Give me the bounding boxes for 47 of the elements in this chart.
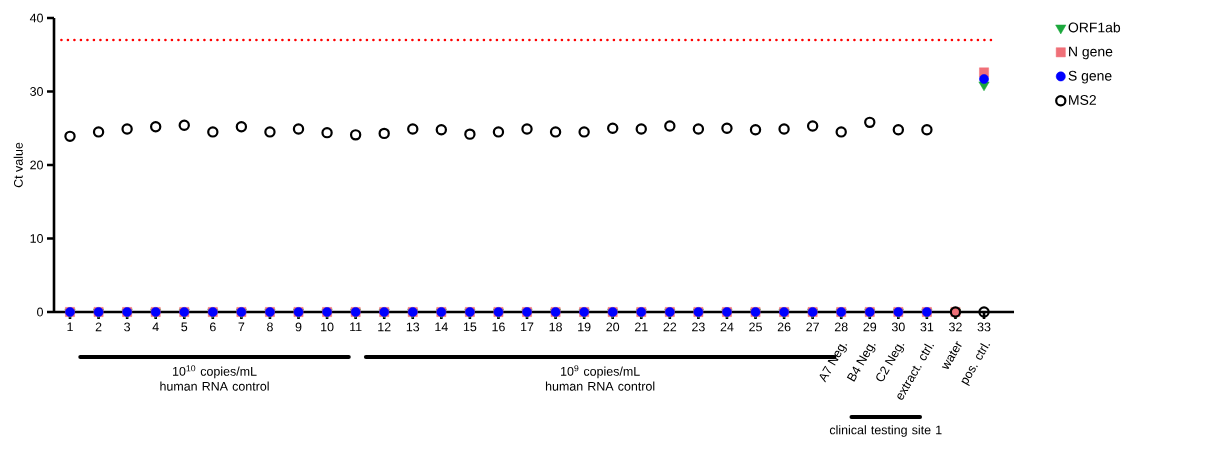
x-tick-label: 26 <box>777 322 791 332</box>
x-tick-label: 4 <box>152 322 159 332</box>
x-tick-label: 29 <box>863 322 877 332</box>
x-tick-label: 14 <box>435 322 448 332</box>
text: pos. ctrl. <box>961 342 991 387</box>
x-tick-label: 30 <box>891 322 905 332</box>
legend-label: S gene <box>1068 70 1112 84</box>
legend-label: N gene <box>1069 46 1113 60</box>
x-tick-label: 7 <box>238 322 245 332</box>
x-tick-label: 22 <box>663 322 677 332</box>
x-tick-label: 25 <box>749 322 762 332</box>
x-tick-label: 19 <box>578 322 591 332</box>
text: 10$^{9}$ copies/mL human RNA control <box>545 365 655 391</box>
x-tick-label: 10 <box>321 322 334 332</box>
x-tick-label: 15 <box>463 322 477 332</box>
legend-label: ORF1ab <box>1068 22 1121 33</box>
x-tick-label: 3 <box>124 322 131 332</box>
y-tick-label: 0 <box>37 307 43 317</box>
text: clinical testing site 1 <box>829 425 942 437</box>
x-tick-label: 28 <box>834 322 848 332</box>
x-tick-label: 24 <box>720 322 734 332</box>
y-tick-label: 40 <box>29 13 43 23</box>
x-tick-label: 21 <box>634 322 648 332</box>
x-tick-label: 12 <box>378 322 391 332</box>
y-tick-label: 30 <box>30 87 43 96</box>
legend-label: MS2 <box>1069 95 1096 105</box>
x-tick-label: 17 <box>521 322 534 332</box>
x-tick-label: 32 <box>949 322 962 332</box>
x-tick-label: 18 <box>549 322 562 332</box>
x-tick-label: 31 <box>920 322 934 332</box>
x-tick-label: 33 <box>977 322 991 332</box>
y-tick-label: 20 <box>30 160 43 170</box>
x-tick-label: 13 <box>406 322 420 332</box>
text: 10$^{10}$ copies/mL human RNA control <box>160 365 269 391</box>
y-axis-title: Ct value <box>13 142 23 188</box>
x-tick-label: 23 <box>692 322 705 332</box>
x-tick-label: 16 <box>492 322 505 332</box>
x-tick-label: 5 <box>181 322 188 332</box>
x-tick-label: 27 <box>806 322 819 332</box>
y-tick-label: 10 <box>30 234 43 243</box>
x-tick-label: 2 <box>95 322 102 332</box>
x-tick-label: 9 <box>295 322 302 332</box>
x-tick-label: 20 <box>606 322 620 332</box>
x-tick-label: 6 <box>209 322 216 332</box>
x-tick-label: 11 <box>350 322 362 332</box>
x-tick-label: 8 <box>267 322 273 332</box>
x-tick-label: 1 <box>67 322 73 332</box>
